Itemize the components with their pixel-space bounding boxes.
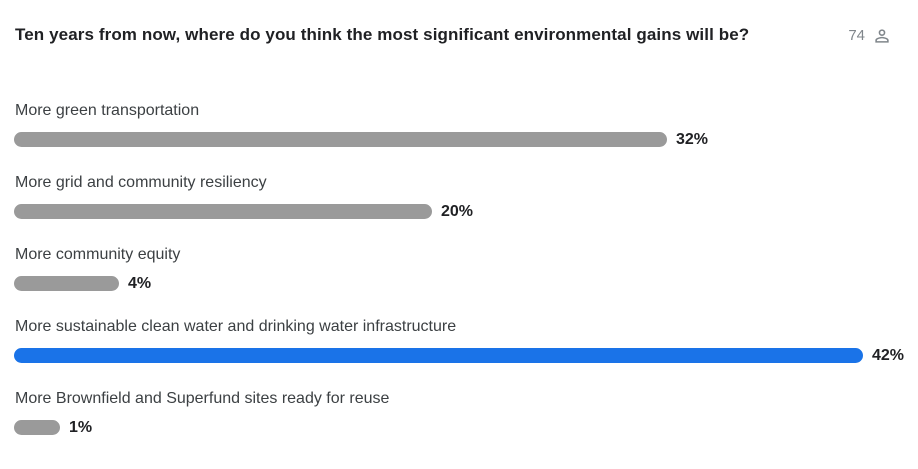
poll-option-bar-line: 32% (14, 130, 915, 148)
poll-option-bar-line: 20% (14, 202, 915, 220)
poll-option-label: More Brownfield and Superfund sites read… (15, 390, 390, 407)
poll-result-percent: 1% (69, 418, 93, 436)
poll-result-percent: 20% (441, 202, 474, 220)
poll-result-bar (14, 420, 60, 435)
poll-option-bar-line: 1% (14, 418, 915, 436)
poll-option-row: More green transportation 32% (14, 101, 915, 148)
poll-result-bar (14, 204, 432, 219)
poll-option-row: More grid and community resiliency 20% (14, 173, 915, 220)
poll-header: Ten years from now, where do you think t… (0, 0, 918, 47)
respondent-counter: 74 (848, 25, 892, 47)
poll-result-percent: 42% (872, 346, 905, 364)
respondent-count: 74 (848, 27, 865, 44)
poll-option-label: More community equity (15, 246, 181, 263)
poll-option-label: More grid and community resiliency (15, 174, 267, 191)
poll-option-label: More green transportation (15, 102, 200, 119)
chevron-right-icon[interactable] (913, 30, 918, 48)
person-outline-icon (872, 26, 892, 46)
poll-option-row: More sustainable clean water and drinkin… (14, 317, 915, 364)
poll-result-bar (14, 132, 667, 147)
poll-option-bar-line: 4% (14, 274, 915, 292)
poll-result-bar (14, 276, 119, 291)
poll-option-row: More Brownfield and Superfund sites read… (14, 389, 915, 436)
poll-result-percent: 4% (128, 274, 152, 292)
poll-option-bar-line: 42% (14, 346, 915, 364)
poll-option-label: More sustainable clean water and drinkin… (15, 318, 457, 335)
poll-result-bar (14, 348, 863, 363)
poll-option-row: More community equity 4% (14, 245, 915, 292)
poll-options-list: More green transportation 32% More grid … (0, 101, 918, 461)
poll-result-percent: 32% (676, 130, 709, 148)
poll-question-title: Ten years from now, where do you think t… (15, 25, 750, 44)
